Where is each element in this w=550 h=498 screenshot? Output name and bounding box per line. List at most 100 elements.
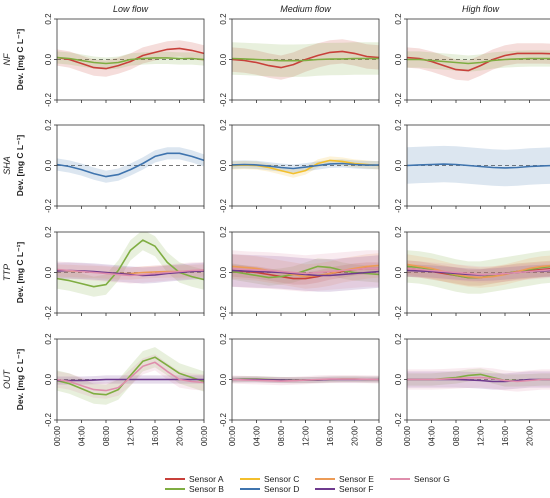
legend-item: Sensor A <box>165 474 224 484</box>
series-band <box>57 147 204 183</box>
series-line <box>57 356 204 396</box>
y-tick-label: 0.2 <box>394 119 403 131</box>
panel: -0.2 0.0 0.2 <box>394 13 550 107</box>
y-tick-label: 0.2 <box>44 119 53 131</box>
row-label: NF <box>2 53 12 65</box>
panel: -0.2 0.0 0.2 <box>394 226 550 320</box>
panel: -0.2 0.0 0.2 <box>219 13 380 107</box>
y-tick-label: 0.0 <box>219 159 228 171</box>
y-axis-label: Dev. [mg C L⁻¹] <box>15 135 25 197</box>
row-label: SHA <box>2 156 12 175</box>
series-line <box>232 269 379 277</box>
column-title: Medium flow <box>280 4 331 14</box>
y-tick-label: 0.0 <box>219 373 228 385</box>
panel: -0.2 0.0 0.2 <box>219 119 380 213</box>
series-line <box>407 376 550 383</box>
panel: -0.2 0.0 0.2 00:00 04:00 08:00 12:00 16:00 20:00… <box>394 333 550 446</box>
series-line <box>57 56 204 65</box>
legend-label: Sensor C <box>264 474 299 484</box>
x-tick-label: 12:00 <box>127 425 136 446</box>
series-line <box>57 361 204 392</box>
x-tick-label: 04:00 <box>78 425 87 446</box>
panel: -0.2 0.0 0.2 <box>219 226 380 320</box>
x-tick-label: 00:00 <box>200 425 209 446</box>
x-tick-label: 00:00 <box>403 425 412 446</box>
y-tick-label: 0.0 <box>44 159 53 171</box>
series-band <box>57 261 204 284</box>
series-band <box>407 367 550 392</box>
legend-label: Sensor A <box>189 474 224 484</box>
series-line <box>407 267 550 276</box>
series-band <box>407 250 550 294</box>
series-line <box>407 52 550 72</box>
y-tick-label: 0.0 <box>394 266 403 278</box>
y-tick-label: -0.2 <box>44 199 53 213</box>
y-tick-label: 0.2 <box>44 333 53 345</box>
y-tick-label: 0.0 <box>219 266 228 278</box>
y-tick-label: 0.2 <box>44 226 53 238</box>
panel: -0.2 0.0 0.2 00:00 04:00 08:00 12:00 16:00 20:00… <box>44 333 209 446</box>
panel: -0.2 0.0 0.2 <box>44 13 205 107</box>
x-tick-label: 12:00 <box>302 425 311 446</box>
series-line <box>57 47 204 70</box>
series-band <box>407 264 550 281</box>
legend-label: Sensor D <box>264 484 299 494</box>
legend-label: Sensor E <box>339 474 374 484</box>
y-tick-label: -0.2 <box>44 413 53 427</box>
legend-label: Sensor F <box>339 484 374 494</box>
y-tick-label: 0.0 <box>394 53 403 65</box>
x-tick-label: 00:00 <box>53 425 62 446</box>
legend-item: Sensor B <box>165 484 224 494</box>
y-tick-label: 0.2 <box>219 119 228 131</box>
y-axis-label: Dev. [mg C L⁻¹] <box>15 242 25 304</box>
y-tick-label: 0.2 <box>219 333 228 345</box>
legend-item: Sensor G <box>390 474 450 484</box>
x-tick-label: 12:00 <box>477 425 486 446</box>
series-line <box>407 163 550 169</box>
row-label-group: OUT Dev. [mg C L⁻¹] <box>2 349 25 411</box>
y-tick-label: -0.2 <box>394 306 403 320</box>
y-tick-label: 0.0 <box>219 53 228 65</box>
x-tick-label: 20:00 <box>351 425 360 446</box>
series-line <box>407 263 550 279</box>
x-tick-label: 08:00 <box>277 425 286 446</box>
x-tick-label: 04:00 <box>253 425 262 446</box>
series-band <box>407 260 550 283</box>
series-band <box>232 258 379 286</box>
y-tick-label: 0.0 <box>44 266 53 278</box>
y-tick-label: 0.2 <box>394 13 403 25</box>
panel: -0.2 0.0 0.2 00:00 04:00 08:00 12:00 16:00 20:00… <box>219 333 384 446</box>
y-tick-label: -0.2 <box>44 306 53 320</box>
series-band <box>57 264 204 280</box>
legend-item: Sensor E <box>315 474 374 484</box>
row-label: OUT <box>2 369 12 390</box>
row-label-group: SHA Dev. [mg C L⁻¹] <box>2 135 25 197</box>
y-tick-label: -0.2 <box>394 199 403 213</box>
y-tick-label: 0.2 <box>219 13 228 25</box>
x-tick-label: 00:00 <box>375 425 384 446</box>
y-tick-label: -0.2 <box>394 413 403 427</box>
panel: -0.2 0.0 0.2 <box>44 119 205 213</box>
y-tick-label: -0.2 <box>219 306 228 320</box>
series-line <box>57 268 204 277</box>
legend-item: Sensor F <box>315 484 374 494</box>
series-line <box>407 57 550 65</box>
series-band <box>232 159 379 173</box>
y-tick-label: -0.2 <box>219 413 228 427</box>
legend: Sensor A Sensor C Sensor E Sensor G Sensor B… <box>165 474 450 494</box>
y-tick-label: -0.2 <box>44 93 53 107</box>
x-tick-label: 08:00 <box>102 425 111 446</box>
row-label: TTP <box>2 264 12 281</box>
y-axis-label: Dev. [mg C L⁻¹] <box>15 29 25 91</box>
y-tick-label: 0.0 <box>394 373 403 385</box>
series-band <box>407 50 550 72</box>
x-tick-label: 16:00 <box>326 425 335 446</box>
legend-item: Sensor D <box>240 484 299 494</box>
series-band <box>57 232 204 297</box>
legend-label: Sensor B <box>189 484 224 494</box>
legend-item: Sensor C <box>240 474 299 484</box>
panel: -0.2 0.0 0.2 <box>394 119 550 213</box>
y-tick-label: 0.0 <box>394 159 403 171</box>
y-axis-label: Dev. [mg C L⁻¹] <box>15 349 25 411</box>
